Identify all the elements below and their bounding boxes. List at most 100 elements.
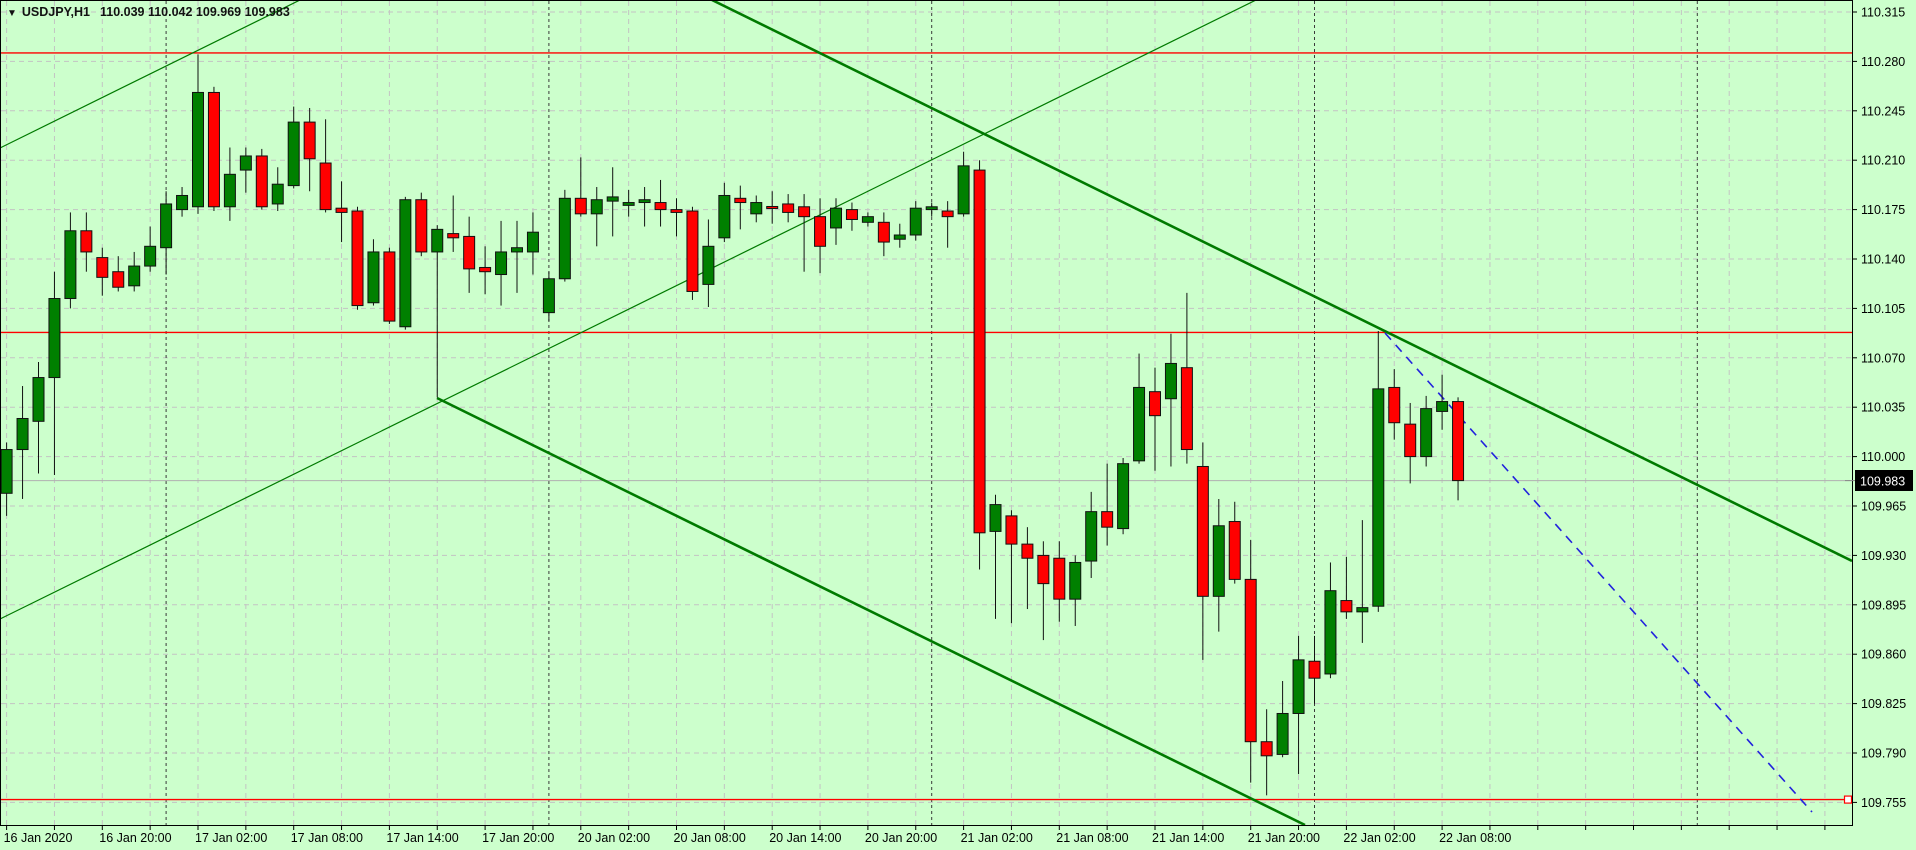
price-axis-label: 110.175 xyxy=(1861,203,1905,217)
chart-legend: ▼ USDJPY,H1 110.039 110.042 109.969 109.98… xyxy=(7,5,290,19)
plot-border xyxy=(0,0,1853,826)
time-axis-label: 20 Jan 08:00 xyxy=(674,831,746,845)
candle-20-Jan-20-00 xyxy=(861,212,874,227)
candle-21-Jan-10-00 xyxy=(1085,491,1098,578)
candle-20-Jan-23-00 xyxy=(909,201,922,241)
time-axis-label: 17 Jan 14:00 xyxy=(386,831,458,845)
candle-20-Jan-08-00 xyxy=(670,198,683,237)
candle-21-Jan-09-00 xyxy=(1069,555,1082,626)
candle-17-Jan-10-00 xyxy=(319,119,332,213)
candle-17-Jan-13-00 xyxy=(367,239,380,306)
candle-21-Jan-00-00 xyxy=(925,202,938,217)
candle-21-Jan-16-00 xyxy=(1180,292,1193,464)
candle-17-Jan-16-00 xyxy=(415,192,428,257)
candle-17-Jan-00-00 xyxy=(160,191,173,275)
candle-21-Jan-05-00 xyxy=(1005,510,1018,624)
candle-16-Jan-23-00 xyxy=(144,226,157,272)
candle-20-Jan-10-00 xyxy=(702,219,715,307)
horizontal-level-lines[interactable] xyxy=(0,52,1853,804)
candle-17-Jan-03-00 xyxy=(207,86,220,212)
candle-16-Jan-15-00 xyxy=(16,386,29,499)
candle-20-Jan-02-00 xyxy=(574,157,587,217)
candle-17-Jan-23-00 xyxy=(526,212,539,275)
candle-20-Jan-06-00 xyxy=(638,187,651,227)
price-axis-label: 109.930 xyxy=(1861,549,1906,563)
candle-17-Jan-06-00 xyxy=(255,148,268,210)
time-axis[interactable]: 16 Jan 2020 16 Jan 20:00 17 Jan 02:00 17 Ja… xyxy=(4,825,1826,845)
candle-20-Jan-13-00 xyxy=(750,195,763,223)
candle-22-Jan-08-00 xyxy=(1436,374,1449,430)
candle-22-Jan-05-00 xyxy=(1388,369,1401,440)
candle-21-Jan-15-00 xyxy=(1164,333,1177,467)
price-axis-label: 110.315 xyxy=(1861,6,1905,20)
trend-lines[interactable] xyxy=(0,0,1852,825)
time-axis-label: 17 Jan 02:00 xyxy=(195,831,267,845)
candle-16-Jan-19-00 xyxy=(80,212,93,272)
candle-16-Jan-17-00 xyxy=(48,271,61,475)
price-axis-label: 110.140 xyxy=(1861,253,1905,267)
candle-21-Jan-21-00 xyxy=(1260,709,1273,796)
candle-22-Jan-00-00 xyxy=(1308,635,1321,704)
candle-16-Jan-22-00 xyxy=(128,251,141,292)
price-axis-label: 110.070 xyxy=(1861,351,1905,365)
candle-17-Jan-05-00 xyxy=(239,147,252,193)
candle-22-Jan-03-00 xyxy=(1356,520,1369,643)
candle-20-Jan-17-00 xyxy=(814,198,827,274)
candle-20-Jan-00-00 xyxy=(542,271,555,322)
chart-symbol-period: USDJPY,H1 xyxy=(21,5,90,19)
time-axis-label: 16 Jan 2020 xyxy=(4,831,73,845)
candle-21-Jan-02-00 xyxy=(957,151,970,217)
price-axis-label: 109.825 xyxy=(1861,697,1906,711)
time-axis-label: 20 Jan 20:00 xyxy=(865,831,937,845)
candle-17-Jan-01-00 xyxy=(176,187,189,217)
time-axis-label: 22 Jan 02:00 xyxy=(1343,831,1415,845)
candle-20-Jan-19-00 xyxy=(845,202,858,231)
current-price-tag: 109.983 xyxy=(1845,470,1913,491)
time-axis-label: 21 Jan 02:00 xyxy=(961,831,1033,845)
descending-channel-lower[interactable] xyxy=(436,396,1306,825)
symbol-dropdown-icon[interactable]: ▼ xyxy=(7,8,17,19)
candle-20-Jan-04-00 xyxy=(606,167,619,237)
current-price-value: 109.983 xyxy=(1860,475,1905,489)
time-axis-label: 20 Jan 02:00 xyxy=(578,831,650,845)
candle-16-Jan-20-00 xyxy=(96,247,109,296)
candle-16-Jan-21-00 xyxy=(112,256,125,292)
blue-dashed-projection[interactable] xyxy=(1384,332,1813,813)
candle-20-Jan-18-00 xyxy=(830,198,842,245)
descending-channel-upper[interactable] xyxy=(711,0,1852,563)
time-axis-label: 20 Jan 14:00 xyxy=(769,831,841,845)
price-axis-label: 109.965 xyxy=(1861,500,1906,514)
upper-left-ascending-trendline[interactable] xyxy=(0,0,300,149)
candle-21-Jan-17-00 xyxy=(1196,442,1209,660)
price-axis[interactable]: 110.315 110.280 110.245 110.210 110.175 110.1… xyxy=(1852,6,1906,810)
candle-17-Jan-08-00 xyxy=(287,106,300,189)
candle-21-Jan-08-00 xyxy=(1053,541,1066,622)
time-axis-label: 21 Jan 08:00 xyxy=(1056,831,1128,845)
candle-21-Jan-13-00 xyxy=(1133,353,1146,464)
long-ascending-trendline[interactable] xyxy=(0,0,1256,620)
price-axis-label: 109.860 xyxy=(1861,648,1906,662)
candle-17-Jan-19-00 xyxy=(463,216,476,293)
candle-17-Jan-11-00 xyxy=(335,181,348,243)
candle-21-Jan-04-00 xyxy=(989,494,1002,619)
time-axis-label: 21 Jan 14:00 xyxy=(1152,831,1224,845)
candle-21-Jan-07-00 xyxy=(1037,541,1050,641)
candle-17-Jan-18-00 xyxy=(447,195,460,252)
candle-17-Jan-02-00 xyxy=(192,54,204,214)
price-axis-label: 110.000 xyxy=(1861,450,1905,464)
candle-17-Jan-14-00 xyxy=(383,247,396,324)
candle-22-Jan-07-00 xyxy=(1420,395,1433,467)
candles-layer xyxy=(1,54,1465,796)
price-axis-label: 109.755 xyxy=(1861,796,1906,810)
time-axis-label: 16 Jan 20:00 xyxy=(99,831,171,845)
candle-17-Jan-15-00 xyxy=(399,196,412,330)
candle-21-Jan-22-00 xyxy=(1276,681,1289,758)
price-axis-label: 109.895 xyxy=(1861,598,1906,612)
price-axis-label: 110.280 xyxy=(1861,55,1905,69)
candle-21-Jan-06-00 xyxy=(1021,527,1034,610)
line-drag-handle[interactable] xyxy=(1843,795,1853,804)
candle-20-Jan-05-00 xyxy=(622,189,635,217)
